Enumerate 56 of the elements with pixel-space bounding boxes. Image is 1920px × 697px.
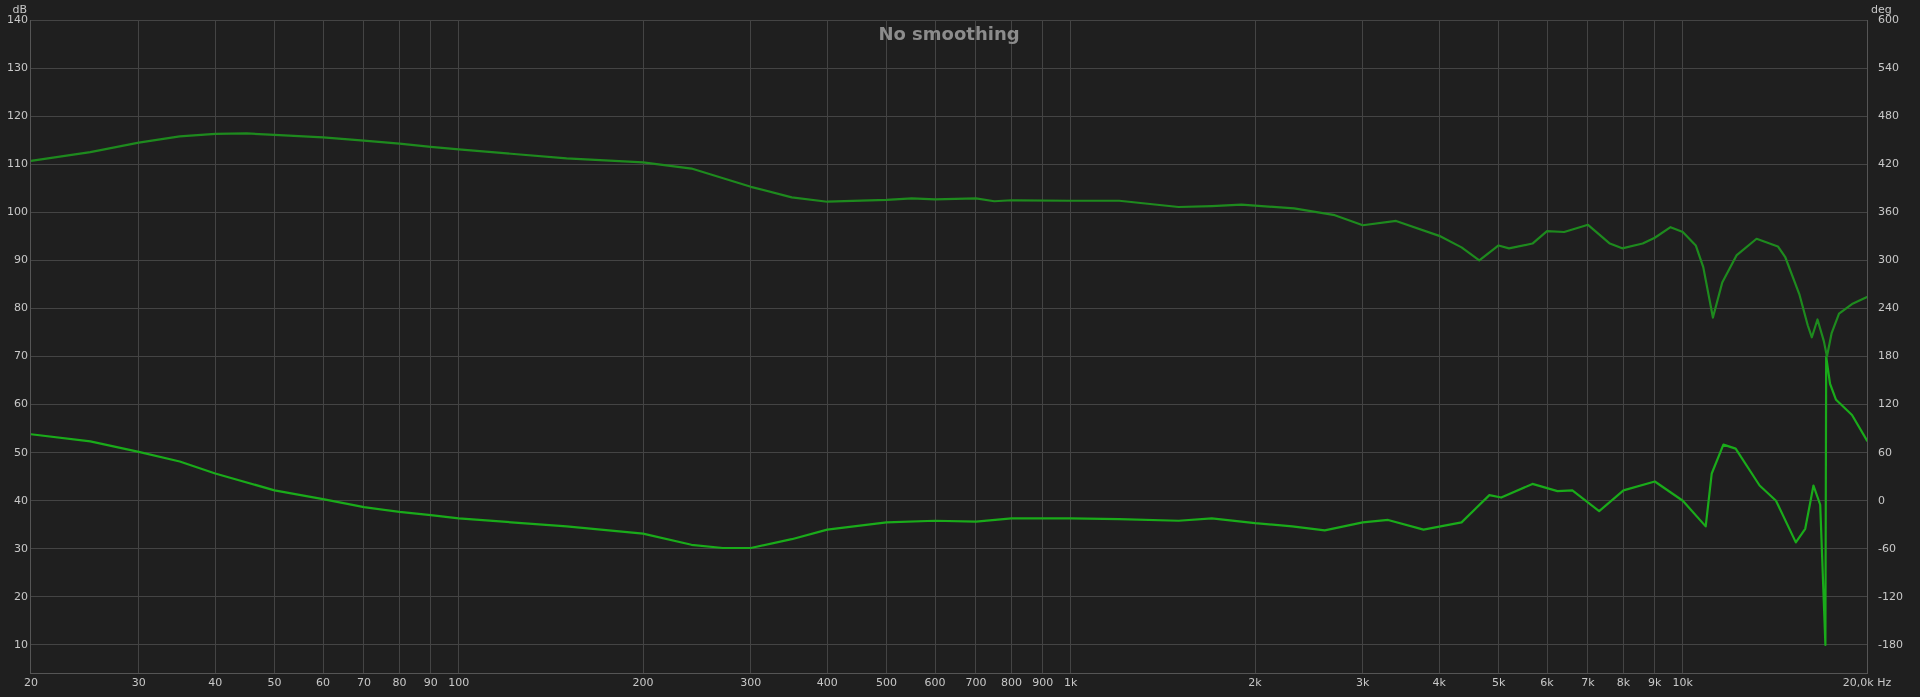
x-tick-label: 9k — [1648, 676, 1663, 690]
x-tick-label: 2k — [1248, 676, 1263, 690]
y2-tick-label: 420 — [1878, 157, 1900, 171]
y2-tick-label: -180 — [1878, 637, 1903, 651]
y-tick-label: 130 — [7, 60, 28, 74]
x-tick-label: 800 — [1000, 676, 1022, 690]
x-tick-label: 500 — [876, 676, 898, 690]
x-tick-label: 8k — [1616, 676, 1631, 690]
x-tick-label: 4k — [1432, 676, 1447, 690]
y-tick-label: 50 — [14, 445, 28, 459]
x-tick-label: 30 — [131, 676, 146, 690]
x-tick-label: 70 — [356, 676, 371, 690]
y-tick-label: 120 — [7, 109, 28, 123]
x-tick-label: 3k — [1356, 676, 1371, 690]
y2-tick-label: 480 — [1878, 109, 1900, 123]
x-tick-label: 1k — [1064, 676, 1079, 690]
x-tick-label: 7k — [1581, 676, 1596, 690]
x-tick-label: 900 — [1032, 676, 1054, 690]
y2-tick-label: 60 — [1878, 445, 1893, 459]
x-tick-label: 300 — [740, 676, 762, 690]
y-tick-label: 140 — [7, 12, 28, 26]
y2-tick-label: 540 — [1878, 60, 1900, 74]
x-tick-label: 50 — [267, 676, 282, 690]
x-tick-label: 80 — [392, 676, 407, 690]
x-tick-label: 10k — [1672, 676, 1694, 690]
x-tick-label: 5k — [1491, 676, 1506, 690]
x-tick-label: 20 — [24, 676, 38, 690]
y2-tick-label: -120 — [1878, 589, 1903, 603]
y-tick-label: 80 — [14, 301, 28, 315]
y2-tick-label: 180 — [1878, 349, 1900, 363]
y-tick-label: 60 — [14, 397, 28, 411]
y-tick-label: 100 — [7, 205, 28, 219]
y-tick-label: 110 — [7, 157, 28, 171]
y-tick-label: 30 — [14, 541, 28, 555]
y2-tick-label: 240 — [1878, 301, 1900, 315]
y2-tick-label: 120 — [1878, 397, 1900, 411]
y-tick-label: 70 — [14, 349, 28, 363]
x-tick-label: 600 — [924, 676, 946, 690]
y2-tick-label: 360 — [1878, 205, 1900, 219]
x-tick-label: 700 — [965, 676, 987, 690]
x-tick-label: 40 — [208, 676, 223, 690]
x-tick-label: 60 — [316, 676, 330, 690]
y2-tick-label: 300 — [1878, 253, 1900, 267]
y-tick-label: 20 — [14, 589, 28, 603]
y-tick-label: 90 — [14, 253, 28, 267]
x-tick-label: 200 — [632, 676, 654, 690]
x-tick-label: 90 — [423, 676, 438, 690]
x-tick-label: 100 — [448, 676, 470, 690]
y2-tick-label: -60 — [1878, 541, 1896, 555]
x-tick-label: 6k — [1540, 676, 1555, 690]
y-tick-label: 40 — [14, 493, 28, 507]
x-tick-label: 400 — [816, 676, 838, 690]
y-tick-label: 10 — [14, 637, 28, 651]
y2-tick-label: 0 — [1878, 493, 1886, 507]
chart-title: No smoothing — [878, 22, 1020, 44]
x-tick-label: 20,0k Hz — [1842, 676, 1892, 690]
